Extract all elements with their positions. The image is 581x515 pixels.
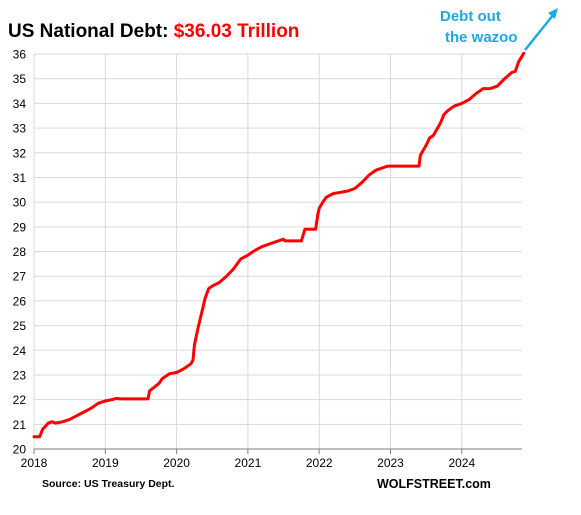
- y-tick-label: 29: [13, 220, 27, 234]
- x-tick-label: 2019: [92, 456, 119, 470]
- y-tick-label: 34: [13, 97, 27, 111]
- y-tick-label: 28: [13, 245, 27, 259]
- debt-series-line: [32, 51, 526, 439]
- annotation: Debt out the wazoo: [440, 8, 558, 51]
- y-tick-label: 24: [13, 344, 27, 358]
- x-tick-label: 2024: [448, 456, 475, 470]
- y-tick-label: 30: [13, 196, 27, 210]
- x-tick-label: 2022: [306, 456, 333, 470]
- x-tick-label: 2023: [377, 456, 404, 470]
- y-tick-label: 21: [13, 418, 27, 432]
- x-tick-label: 2021: [235, 456, 262, 470]
- y-tick-label: 22: [13, 393, 27, 407]
- y-tick-label: 32: [13, 146, 27, 160]
- y-tick-label: 35: [13, 72, 27, 86]
- y-tick-label: 20: [13, 443, 27, 457]
- source-note: Source: US Treasury Dept.: [42, 478, 175, 490]
- y-tick-label: 33: [13, 122, 27, 136]
- chart-title-value: $36.03 Trillion: [174, 21, 300, 42]
- y-tick-label: 26: [13, 294, 27, 308]
- annotation-arrow: [524, 13, 555, 51]
- x-tick-label: 2020: [163, 456, 190, 470]
- grid: [33, 53, 522, 450]
- chart-title-prefix: US National Debt:: [8, 21, 174, 42]
- x-tick-label: 2018: [21, 456, 48, 470]
- y-tick-label: 36: [13, 48, 27, 62]
- y-tick-label: 27: [13, 270, 27, 284]
- annotation-line-2: the wazoo: [445, 29, 518, 46]
- y-tick-label: 23: [13, 368, 27, 382]
- brand-label: WOLFSTREET.com: [377, 477, 491, 491]
- series-line-group: [32, 51, 526, 439]
- y-tick-label: 31: [13, 171, 27, 185]
- chart-title: US National Debt: $36.03 Trillion: [8, 21, 299, 42]
- annotation-arrowhead: [548, 8, 558, 19]
- annotation-line-1: Debt out: [440, 8, 501, 25]
- y-tick-label: 25: [13, 319, 27, 333]
